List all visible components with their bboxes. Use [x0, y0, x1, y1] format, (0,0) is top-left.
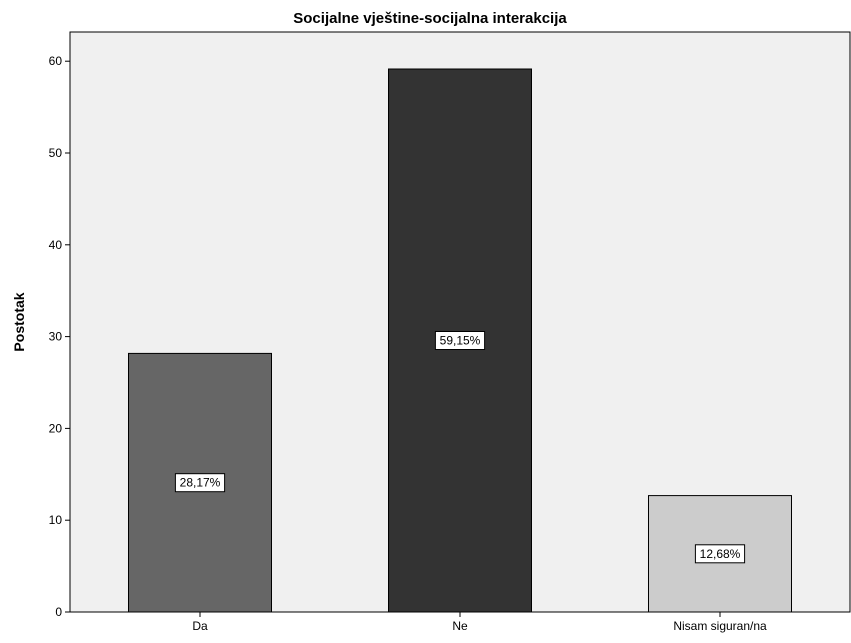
- y-tick-label: 0: [55, 605, 62, 619]
- x-axis-ticks: Da Ne Nisam siguran/na: [192, 612, 767, 633]
- y-tick-label: 60: [49, 54, 63, 68]
- data-label: 12,68%: [700, 547, 741, 561]
- data-label: 59,15%: [440, 334, 481, 348]
- data-label-box: [434, 331, 486, 351]
- data-label: 28,17%: [180, 476, 221, 490]
- y-tick-label: 20: [49, 421, 63, 435]
- x-tick-label: Da: [192, 619, 208, 633]
- data-labels-group: 28,17% 59,15% 12,68%: [174, 331, 746, 564]
- y-axis-ticks: 0 10 20 30 40 50 60: [49, 54, 70, 619]
- y-tick-label: 10: [49, 513, 63, 527]
- x-tick-label: Nisam siguran/na: [673, 619, 767, 633]
- y-tick-label: 50: [49, 146, 63, 160]
- y-tick-label: 30: [49, 330, 63, 344]
- data-label-box: [174, 473, 226, 493]
- y-tick-label: 40: [49, 238, 63, 252]
- chart-title: Socijalne vještine-socijalna interakcija: [293, 10, 567, 27]
- x-tick-label: Ne: [452, 619, 468, 633]
- data-label-box: [694, 544, 746, 564]
- y-axis-label: Postotak: [11, 292, 27, 351]
